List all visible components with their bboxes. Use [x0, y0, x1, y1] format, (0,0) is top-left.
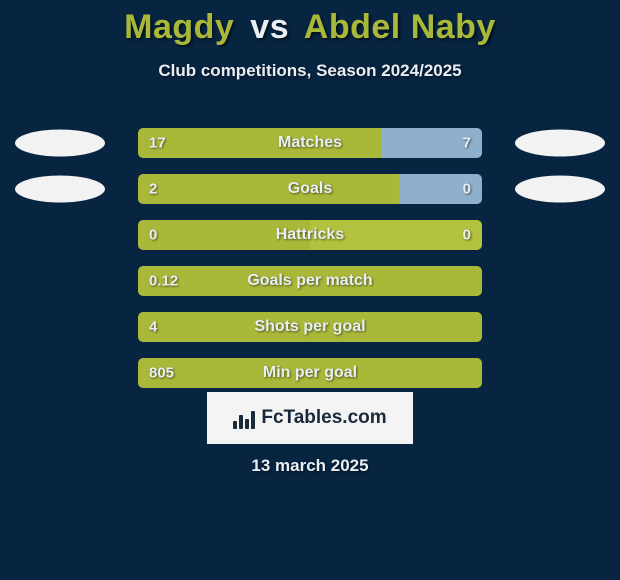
- stat-value-left: 2: [149, 181, 157, 198]
- metric-row: 4Shots per goal: [0, 304, 620, 350]
- stat-bar: 0.12: [138, 266, 482, 296]
- stat-value-right: 0: [463, 227, 471, 244]
- fctables-barchart-icon: [233, 407, 255, 429]
- metric-row: 805Min per goal: [0, 350, 620, 396]
- stat-value-right: 7: [463, 135, 471, 152]
- title-player1: Magdy: [124, 8, 234, 46]
- stat-bar: 805: [138, 358, 482, 388]
- title-vs: vs: [250, 8, 289, 46]
- stat-bar-left: 17: [138, 128, 382, 158]
- stat-bar-left: 805: [138, 358, 482, 388]
- stat-bar: 17 7: [138, 128, 482, 158]
- brand-badge[interactable]: FcTables.com: [207, 392, 413, 444]
- metric-row: 177Matches: [0, 120, 620, 166]
- stat-bar: 4: [138, 312, 482, 342]
- stat-bar-left: 4: [138, 312, 482, 342]
- stat-bar-left: 0: [138, 220, 310, 250]
- stat-value-left: 4: [149, 319, 157, 336]
- subtitle: Club competitions, Season 2024/2025: [0, 61, 620, 81]
- stat-bar-right: 0: [399, 174, 482, 204]
- player2-avatar: [515, 130, 605, 157]
- date-stamp: 13 march 2025: [0, 456, 620, 476]
- stat-value-right: 0: [463, 181, 471, 198]
- player2-avatar: [515, 176, 605, 203]
- page-title: Magdy vs Abdel Naby: [0, 0, 620, 47]
- player1-avatar: [15, 130, 105, 157]
- stat-value-left: 805: [149, 365, 174, 382]
- stat-bar-left: 2: [138, 174, 399, 204]
- stat-bar-right: 7: [382, 128, 482, 158]
- comparison-card: Magdy vs Abdel Naby Club competitions, S…: [0, 0, 620, 580]
- metric-row: 00Hattricks: [0, 212, 620, 258]
- brand-text: FcTables.com: [261, 407, 386, 429]
- metric-row: 20Goals: [0, 166, 620, 212]
- stat-bar-left: 0.12: [138, 266, 482, 296]
- title-player2: Abdel Naby: [304, 8, 496, 46]
- stat-value-left: 0: [149, 227, 157, 244]
- stat-bar-right: 0: [310, 220, 482, 250]
- stat-bar: 00: [138, 220, 482, 250]
- metrics-container: 177Matches20Goals00Hattricks0.12Goals pe…: [0, 120, 620, 396]
- player1-avatar: [15, 176, 105, 203]
- stat-value-left: 0.12: [149, 273, 178, 290]
- metric-row: 0.12Goals per match: [0, 258, 620, 304]
- stat-value-left: 17: [149, 135, 166, 152]
- stat-bar: 20: [138, 174, 482, 204]
